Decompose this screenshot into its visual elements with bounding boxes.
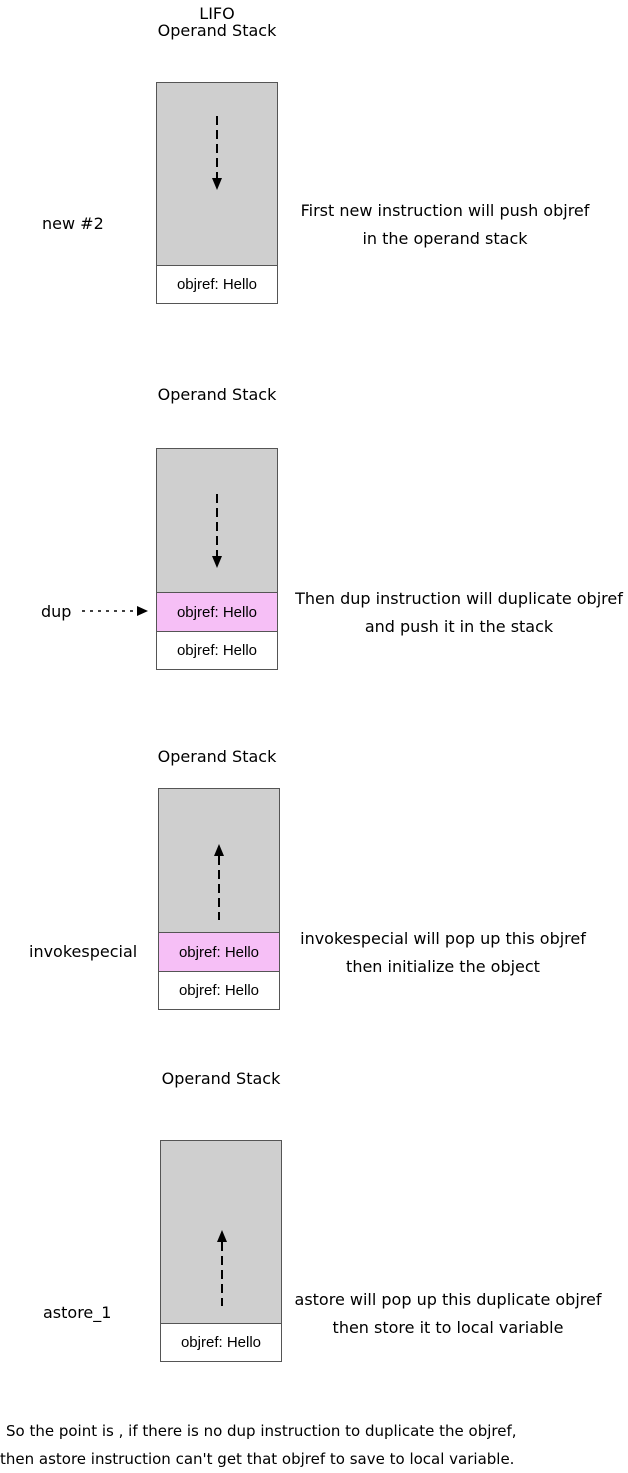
panel-4-description-line-2: then store it to local variable [332, 1318, 564, 1337]
panel-1-stack-cell: objref: Hello [156, 265, 278, 304]
panel-4-instruction-label: astore_1 [43, 1303, 112, 1322]
panel-3-description-line-2: then initialize the object [346, 957, 540, 976]
panel-3-up-arrow [214, 844, 224, 920]
panel-4-heading: Operand Stack [161, 1069, 281, 1088]
panel-1-heading-line-2: Operand Stack [157, 21, 277, 40]
panel-2-description-line-2: and push it in the stack [364, 617, 554, 636]
panel-2-stack-cell-duplicate: objref: Hello [156, 592, 278, 632]
panel-4-description-line-1: astore will pop up this duplicate objref [294, 1290, 602, 1309]
panel-1-heading-line-1: LIFO [199, 4, 235, 23]
panel-3-stack-cell-top: objref: Hello [158, 932, 280, 972]
panel-2-description-line-1: Then dup instruction will duplicate objr… [295, 589, 623, 608]
panel-2-down-arrow [212, 494, 222, 568]
panel-1-down-arrow [212, 116, 222, 190]
panel-2-stack-cell-original: objref: Hello [156, 631, 278, 670]
panel-3-description-line-1: invokespecial will pop up this objref [300, 929, 586, 948]
panel-4-up-arrow [217, 1230, 227, 1306]
panel-3-stack-cell-bottom: objref: Hello [158, 971, 280, 1010]
panel-1-description-line-1: First new instruction will push objref [300, 201, 590, 220]
conclusion-line-2: then astore instruction can't get that o… [0, 1450, 515, 1468]
panel-3-heading: Operand Stack [157, 747, 277, 766]
panel-1-instruction-label: new #2 [42, 214, 104, 233]
panel-4-stack-cell: objref: Hello [160, 1323, 282, 1362]
conclusion-line-1: So the point is , if there is no dup ins… [6, 1422, 517, 1440]
dup-pointer-arrow [82, 606, 148, 616]
panel-3-instruction-label: invokespecial [29, 942, 138, 961]
panel-1-description-line-2: in the operand stack [362, 229, 528, 248]
panel-2-instruction-label: dup [41, 602, 72, 621]
panel-2-heading: Operand Stack [157, 385, 277, 404]
